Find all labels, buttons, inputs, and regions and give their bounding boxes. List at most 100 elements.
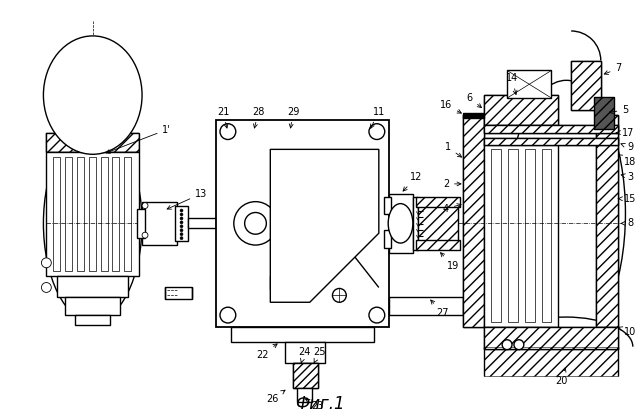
Bar (297, 388, 312, 402)
Text: 3: 3 (621, 172, 634, 182)
Bar (484, 95, 558, 125)
Bar (295, 276, 317, 290)
Ellipse shape (507, 80, 625, 347)
Bar (65, 297, 120, 315)
Bar (541, 149, 552, 322)
Bar (571, 61, 601, 110)
Bar (293, 364, 317, 388)
Bar (419, 203, 458, 243)
Text: 27: 27 (431, 300, 449, 318)
Bar (188, 218, 216, 228)
Text: 22: 22 (256, 344, 277, 359)
Bar (57, 276, 128, 297)
Bar (492, 149, 501, 322)
Bar (75, 315, 111, 325)
Text: 1: 1 (445, 142, 461, 157)
Bar (231, 327, 374, 342)
Bar (484, 327, 618, 349)
Text: 5: 5 (609, 105, 628, 115)
Bar (484, 327, 618, 349)
Circle shape (142, 203, 148, 208)
Bar (484, 125, 618, 133)
Bar (388, 297, 463, 315)
Bar (142, 202, 177, 245)
Bar (413, 197, 419, 250)
Bar (124, 157, 131, 271)
Circle shape (180, 229, 183, 232)
Bar (463, 115, 484, 327)
Text: 28: 28 (252, 107, 265, 128)
Circle shape (220, 307, 236, 323)
Bar (416, 197, 460, 207)
Bar (285, 342, 324, 364)
Bar (164, 287, 193, 299)
Circle shape (180, 213, 183, 216)
Text: 12: 12 (403, 172, 422, 191)
Text: 26: 26 (266, 390, 285, 404)
Bar (507, 70, 552, 98)
Bar (484, 138, 618, 146)
Bar (419, 203, 458, 243)
Text: 15: 15 (618, 194, 637, 204)
Circle shape (220, 124, 236, 139)
Bar (594, 97, 614, 129)
Text: 16: 16 (440, 100, 461, 113)
Bar (571, 61, 601, 110)
Circle shape (514, 340, 524, 349)
Text: 24: 24 (299, 347, 311, 363)
Circle shape (142, 232, 148, 238)
Text: 1': 1' (106, 125, 171, 154)
Text: 9: 9 (621, 142, 634, 152)
Circle shape (502, 340, 512, 349)
Circle shape (234, 202, 277, 245)
Text: 10: 10 (618, 327, 637, 337)
Bar (65, 157, 72, 271)
Bar (89, 157, 96, 271)
Bar (484, 144, 558, 327)
Bar (270, 276, 292, 290)
Bar (77, 157, 84, 271)
Text: 21: 21 (217, 107, 229, 128)
Bar (388, 194, 413, 253)
Bar (596, 115, 618, 327)
Bar (384, 230, 390, 248)
Bar (100, 157, 108, 271)
Bar (484, 138, 618, 146)
Text: 29: 29 (287, 107, 299, 128)
Bar (416, 197, 460, 207)
Circle shape (42, 282, 51, 292)
Bar (484, 347, 618, 376)
Bar (113, 157, 120, 271)
Bar (416, 240, 460, 250)
Text: Фиг.1: Фиг.1 (295, 395, 344, 413)
Bar (484, 95, 558, 125)
Circle shape (180, 237, 183, 240)
Bar (596, 115, 618, 327)
Circle shape (332, 288, 346, 302)
Bar (594, 97, 614, 129)
Bar (53, 157, 60, 271)
Bar (305, 174, 339, 223)
Circle shape (369, 307, 385, 323)
Bar (525, 149, 534, 322)
Circle shape (180, 209, 183, 212)
Bar (293, 364, 317, 388)
Bar (46, 133, 139, 152)
Bar (484, 125, 618, 133)
Bar (484, 138, 618, 146)
Bar (46, 152, 139, 276)
Text: 8: 8 (621, 218, 634, 228)
Bar (484, 327, 618, 349)
Text: 11: 11 (371, 107, 385, 128)
Bar (175, 206, 188, 241)
Text: 19: 19 (440, 253, 459, 271)
Text: 14: 14 (506, 73, 518, 94)
Bar (216, 120, 388, 327)
Text: 18: 18 (618, 155, 637, 167)
Bar (571, 61, 601, 110)
Bar (46, 133, 139, 152)
Text: 25: 25 (314, 347, 326, 363)
Bar (596, 115, 618, 327)
Bar (463, 115, 484, 327)
Circle shape (244, 213, 266, 234)
